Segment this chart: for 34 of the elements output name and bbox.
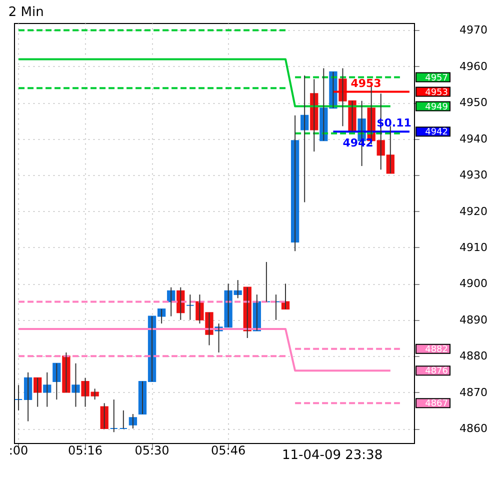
candlestick (119, 410, 128, 430)
x-tick-label: :00 (8, 444, 28, 458)
candlestick (72, 362, 80, 408)
y-tick-label: 4960 (460, 60, 488, 73)
candlestick (110, 399, 118, 433)
y-tick-label: 4870 (460, 386, 488, 399)
x-tick-label: 05:30 (134, 444, 170, 458)
x-tick-label: 05:16 (68, 444, 103, 458)
y2-tick-label: 4957 (425, 73, 448, 84)
y-tick-label: 4940 (460, 132, 488, 146)
y2-tick-label: 4882 (425, 344, 448, 355)
y2-tick-label: 4953 (425, 88, 448, 98)
candlestick (14, 384, 23, 411)
y-tick-label: 4970 (460, 24, 488, 37)
y2-tick-label: 4876 (425, 366, 448, 377)
x-tick-label: 05:46 (211, 444, 246, 458)
candlestick (128, 414, 138, 430)
text: 11-04-09 23:38 (282, 448, 383, 463)
chart-title: 2 Min (8, 5, 44, 20)
candlestick (62, 352, 70, 393)
candlestick (43, 372, 52, 408)
y-tick-label: 4910 (460, 240, 488, 254)
y-tick-label: 4880 (460, 350, 488, 363)
y-tick-label: 4890 (460, 313, 488, 326)
y-tick-label: 4900 (460, 277, 488, 290)
y-tick-label: 4920 (460, 204, 488, 218)
y2-tick-label: 4942 (425, 128, 448, 138)
y2-tick-label: 4949 (425, 102, 448, 112)
y-tick-label: 4860 (460, 422, 488, 436)
y-tick-label: 4930 (460, 168, 488, 182)
candlestick (186, 294, 194, 320)
y2-tick-label: 4867 (425, 399, 448, 410)
annotation: 4953 (350, 76, 382, 90)
y-tick-label: 4950 (460, 96, 488, 110)
